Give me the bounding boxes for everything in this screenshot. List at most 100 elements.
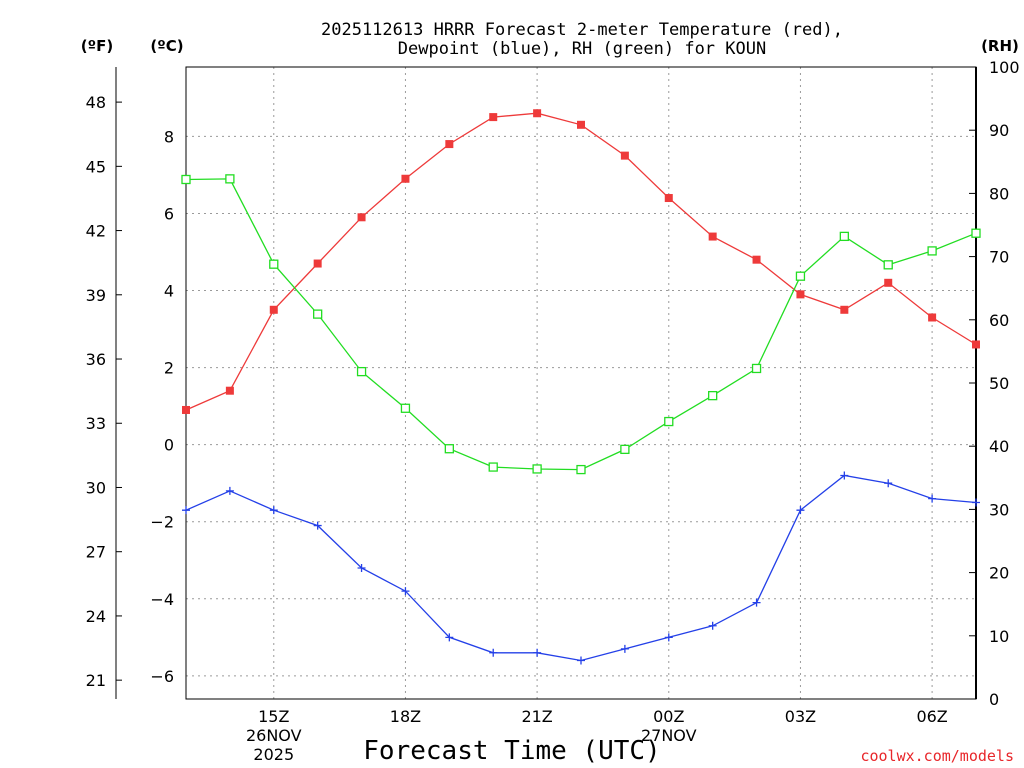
relative-humidity-point	[751, 363, 762, 374]
relative-humidity-point	[576, 464, 586, 475]
plot-frame	[185, 66, 977, 700]
rh-tick-label: 80	[989, 184, 1009, 203]
temperature-point	[489, 113, 498, 122]
rh-tick-label: 70	[989, 248, 1009, 267]
dewpoint-point	[225, 486, 234, 495]
fahrenheit-tick-label: 48	[86, 93, 106, 112]
dewpoint-point	[357, 563, 366, 572]
celsius-tick-label: 0	[164, 436, 174, 455]
data-series	[181, 109, 981, 665]
celsius-tick-label: 2	[164, 359, 174, 378]
dewpoint-point	[708, 621, 717, 630]
celsius-tick-label: 6	[164, 204, 174, 223]
rh-tick-label: 20	[989, 564, 1009, 583]
time-tick-label: 00Z	[653, 707, 684, 726]
fahrenheit-tick-label: 21	[86, 671, 106, 690]
temperature-point	[445, 140, 454, 149]
fahrenheit-tick-label: 42	[86, 222, 106, 241]
dewpoint-point	[752, 598, 761, 607]
celsius-tick-label: 4	[164, 282, 174, 301]
fahrenheit-tick-label: 30	[86, 478, 106, 497]
rh-tick-label: 40	[989, 437, 1009, 456]
relative-humidity-point	[839, 231, 849, 242]
dewpoint-point	[577, 656, 585, 665]
dewpoint-point	[182, 506, 190, 515]
temperature-point	[357, 213, 366, 222]
dewpoint-point	[796, 506, 805, 515]
celsius-tick-label: 8	[164, 127, 174, 146]
rh-unit-label: (RH)	[981, 37, 1019, 55]
temperature-point	[577, 120, 585, 129]
credit-text: coolwx.com/models	[860, 747, 1014, 765]
temperature-point	[796, 290, 805, 299]
relative-humidity-line	[185, 178, 977, 471]
relative-humidity-point	[444, 444, 454, 454]
temperature-point	[401, 174, 410, 183]
dewpoint-point	[620, 644, 629, 653]
fahrenheit-tick-label: 33	[86, 414, 106, 433]
dewpoint-point	[972, 498, 980, 507]
temperature-point	[840, 305, 849, 314]
dewpoint-point	[269, 506, 278, 515]
dewpoint-point	[533, 648, 542, 657]
axis-ticks: −6−4−20246821242730333639424548010203040…	[86, 58, 1020, 764]
temperature-point	[972, 340, 980, 349]
fahrenheit-unit-label: (ºF)	[81, 37, 113, 55]
celsius-tick-label: −6	[150, 667, 174, 686]
fahrenheit-tick-label: 39	[86, 286, 106, 305]
temperature-point	[225, 386, 234, 395]
time-tick-label: 03Z	[785, 707, 816, 726]
time-tick-label: 18Z	[390, 707, 421, 726]
chart-title-line-1: 2025112613 HRRR Forecast 2-meter Tempera…	[321, 20, 843, 40]
fahrenheit-tick-label: 24	[86, 607, 106, 626]
temperature-point	[533, 109, 542, 118]
temperature-point	[708, 232, 717, 241]
temperature-point	[664, 194, 673, 203]
fahrenheit-tick-label: 45	[86, 157, 106, 176]
relative-humidity-point	[488, 462, 498, 472]
date-tick-label: 27NOV	[641, 726, 697, 745]
time-tick-label: 06Z	[916, 707, 947, 726]
date-tick-label: 26NOV	[246, 726, 302, 745]
rh-tick-label: 50	[989, 374, 1009, 393]
celsius-unit-label: (ºC)	[150, 37, 183, 55]
temperature-point	[752, 255, 761, 264]
dewpoint-point	[884, 479, 893, 488]
temperature-point	[928, 313, 937, 322]
rh-tick-label: 60	[989, 311, 1009, 330]
dewpoint-point	[840, 471, 849, 480]
relative-humidity-point	[708, 390, 718, 401]
dewpoint-point	[313, 521, 322, 530]
relative-humidity-point	[225, 174, 235, 184]
relative-humidity-point	[620, 444, 630, 455]
fahrenheit-tick-label: 27	[86, 543, 106, 562]
dewpoint-line	[185, 474, 977, 662]
relative-humidity-point	[883, 260, 893, 270]
relative-humidity-point	[269, 259, 279, 269]
dewpoint-point	[445, 633, 454, 642]
time-tick-label: 21Z	[521, 707, 552, 726]
dewpoint-point	[401, 587, 410, 596]
temperature-point	[884, 278, 893, 287]
celsius-tick-label: −2	[150, 513, 174, 532]
rh-tick-label: 0	[989, 690, 999, 709]
rh-tick-label: 30	[989, 500, 1009, 519]
chart-title-line-2: Dewpoint (blue), RH (green) for KOUN	[398, 39, 766, 59]
rh-tick-label: 90	[989, 121, 1009, 140]
dewpoint-point	[928, 494, 937, 503]
rh-tick-label: 100	[989, 58, 1020, 77]
temperature-line	[185, 112, 977, 411]
dewpoint-point	[664, 633, 673, 642]
relative-humidity-point	[927, 246, 937, 256]
relative-humidity-point	[181, 174, 191, 185]
relative-humidity-point	[664, 416, 674, 427]
relative-humidity-point	[795, 271, 806, 281]
temperature-point	[182, 405, 190, 414]
relative-humidity-point	[356, 366, 367, 377]
relative-humidity-point	[313, 309, 323, 319]
fahrenheit-tick-label: 36	[86, 350, 106, 369]
x-axis-title: Forecast Time (UTC)	[363, 736, 660, 766]
temperature-point	[313, 259, 322, 268]
relative-humidity-point	[532, 464, 542, 474]
